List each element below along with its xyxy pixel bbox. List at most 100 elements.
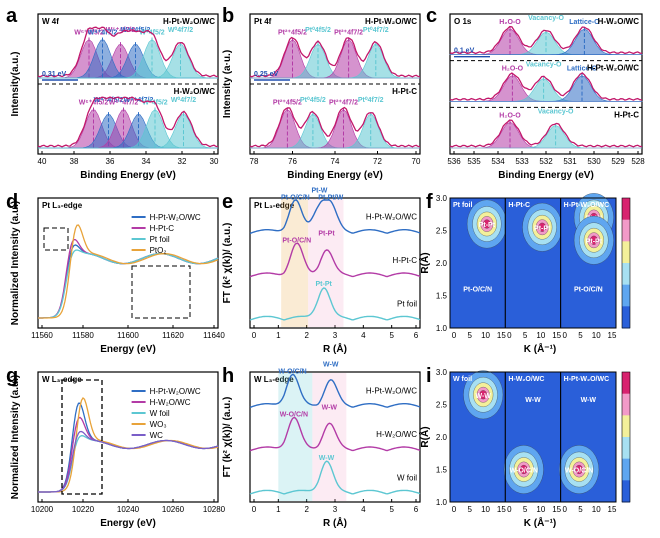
- peak-label: Pt⁰4f5/2: [305, 26, 331, 34]
- sample-name: H-Pt-W₂O/WC: [163, 17, 215, 26]
- xps-peak-area: [38, 114, 218, 149]
- y-axis-title: FT (k² χ(k))/ (a.u.): [222, 223, 233, 304]
- ft-series-line: [249, 460, 421, 495]
- peak-label: W⁶⁺4f7/2: [106, 27, 136, 34]
- y-axis-title: Normalized Intensity (a.u.): [10, 201, 21, 325]
- y-axis-title: Intensity(a.u.): [10, 51, 21, 116]
- shell-label: Pt-Pt: [315, 281, 332, 288]
- xps-peak-area: [449, 28, 643, 55]
- shell-band: [312, 373, 347, 501]
- x-axis-title: Binding Energy (eV): [287, 170, 383, 181]
- x-tick-label: 5: [523, 331, 528, 340]
- shell-band: [281, 199, 309, 327]
- y-tick-label: 1.0: [436, 498, 448, 507]
- panel-title: Pt L₃-edge: [254, 201, 295, 210]
- x-tick-label: 10: [592, 331, 601, 340]
- x-tick-label: 11560: [31, 331, 53, 340]
- x-tick-label: 78: [250, 157, 259, 166]
- panel-label-g: g: [6, 365, 18, 387]
- x-tick-label: 10: [481, 331, 490, 340]
- x-tick-label: 5: [389, 331, 394, 340]
- y-tick-label: 2.0: [436, 433, 448, 442]
- sample-name: H-Pt-C: [392, 87, 417, 96]
- x-tick-label: 528: [631, 157, 645, 166]
- x-tick-label: 5: [468, 505, 473, 514]
- x-tick-label: 4: [361, 505, 366, 514]
- colorbar-frame: [621, 197, 631, 329]
- x-tick-label: 10240: [117, 505, 140, 514]
- shell-label: W-W: [323, 361, 339, 368]
- xanes-series-line: [38, 224, 219, 319]
- x-tick-label: 0: [507, 331, 512, 340]
- x-axis-title: K (Å⁻¹): [524, 342, 557, 355]
- peak-label: Vacancy-O: [528, 15, 564, 22]
- legend-label: W foil: [150, 409, 170, 418]
- xps-envelope: [37, 26, 219, 78]
- x-tick-label: 5: [578, 505, 583, 514]
- x-tick-label: 5: [389, 505, 394, 514]
- x-tick-label: 2: [304, 505, 309, 514]
- ft-series-line: [249, 199, 421, 234]
- colorbar-segment: [622, 458, 630, 481]
- series-name: H-Pt-C: [393, 256, 418, 265]
- x-axis-title: Energy (eV): [100, 518, 156, 529]
- colorbar-segment: [622, 480, 630, 503]
- x-tick-label: 15: [497, 505, 506, 514]
- subplot-title: W foil: [453, 376, 472, 383]
- hotspot-label: Pt-Pt: [534, 225, 551, 232]
- x-tick-label: 532: [539, 157, 553, 166]
- panel-title: W L₃-edge: [254, 375, 294, 384]
- subplot-title: H-W₂O/WC: [508, 376, 544, 383]
- shell-label: W-W: [319, 455, 335, 462]
- sample-name: H-W₂O/WC: [598, 17, 640, 26]
- sample-name: H-Pt-W₂O/WC: [587, 64, 639, 73]
- x-axis-title: K (Å⁻¹): [524, 516, 557, 529]
- peak-label: W⁴⁺4f7/2: [124, 97, 154, 104]
- legend-label: H-Pt-C: [150, 224, 175, 233]
- colorbar-frame: [621, 371, 631, 503]
- shift-annotation: 0.1 eV: [454, 48, 475, 55]
- panel-title: Pt 4f: [254, 17, 272, 26]
- peak-label: Pt⁰4f7/2: [363, 26, 389, 34]
- series-name: H-Pt-W₂O/WC: [366, 387, 417, 396]
- shell-band: [278, 373, 313, 501]
- sample-name: H-Pt-C: [614, 110, 639, 119]
- subplot-title: H-Pt-W₂O/WC: [564, 202, 610, 209]
- peak-label: Vacancy-O: [538, 108, 574, 115]
- region-label: W-W: [581, 397, 597, 404]
- x-tick-label: 1: [276, 331, 281, 340]
- x-tick-label: 15: [552, 331, 561, 340]
- peak-label: W⁰4f5/2: [139, 29, 164, 37]
- heatmap-contour: [538, 222, 546, 232]
- x-tick-label: 534: [491, 157, 505, 166]
- x-tick-label: 5: [523, 505, 528, 514]
- y-tick-label: 3.0: [436, 368, 448, 377]
- shell-label: Pt-Pt/W: [318, 194, 343, 201]
- ft-series-line: [249, 242, 421, 278]
- x-tick-label: 10: [536, 331, 545, 340]
- panel-title: Pt L₃-edge: [42, 201, 83, 210]
- heatmap-contour: [520, 464, 528, 475]
- colorbar-segment: [622, 219, 630, 242]
- panel-label-e: e: [222, 191, 233, 213]
- legend-label: WO₃: [150, 420, 167, 429]
- x-tick-label: 10: [592, 505, 601, 514]
- y-axis-title: FT (k² χ(k))/ (a.u.): [222, 397, 233, 478]
- xps-envelope: [449, 119, 643, 148]
- colorbar-segment: [622, 284, 630, 307]
- x-tick-label: 536: [447, 157, 461, 166]
- x-tick-label: 3: [333, 505, 338, 514]
- panel-label-h: h: [222, 365, 234, 387]
- x-tick-label: 0: [252, 331, 257, 340]
- peak-label: Lattice-O: [569, 19, 600, 26]
- x-tick-label: 11640: [203, 331, 225, 340]
- xps-peak-area: [250, 114, 420, 149]
- x-axis-title: Binding Energy (eV): [498, 170, 594, 181]
- x-tick-label: 70: [412, 157, 421, 166]
- shift-annotation: 0.25 eV: [254, 71, 278, 78]
- shell-band: [308, 199, 344, 327]
- legend-label: H-Pt-W₂O/WC: [150, 387, 201, 396]
- shell-label: W-W: [322, 405, 338, 412]
- x-tick-label: 76: [288, 157, 297, 166]
- x-axis-title: Energy (eV): [100, 344, 156, 355]
